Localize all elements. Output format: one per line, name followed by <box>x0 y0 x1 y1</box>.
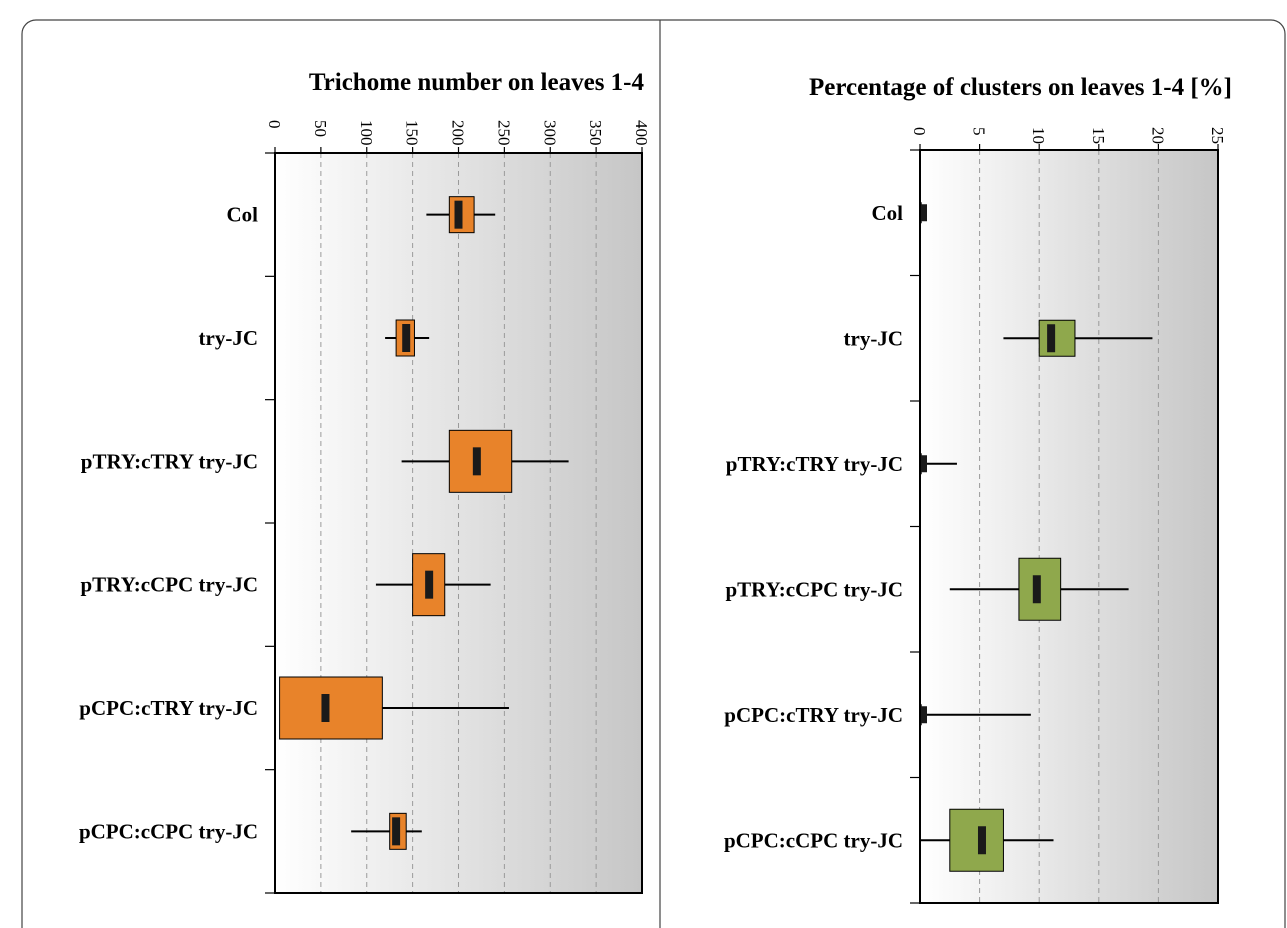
category-label: Col <box>872 201 904 225</box>
category-label: pTRY:cTRY try-JC <box>81 449 258 473</box>
median-marker <box>977 826 986 855</box>
category-label: pCPC:cCPC try-JC <box>79 819 258 843</box>
x-axis-ticks: 0 50 100 150 200 250 300 350 400 <box>265 120 651 153</box>
x-tick-label: 20 <box>1148 127 1167 144</box>
median-marker <box>402 324 411 352</box>
median-marker <box>919 706 927 724</box>
iqr-box <box>1038 319 1076 357</box>
plot-frame <box>274 152 643 894</box>
iqr-box <box>1018 557 1062 621</box>
grid-lines <box>320 153 597 893</box>
x-tick-label: 0 <box>265 120 284 129</box>
x-tick-label: 0 <box>910 127 929 136</box>
category-label: pCPC:cTRY try-JC <box>79 696 258 720</box>
x-tick-label: 150 <box>403 120 422 146</box>
trichome-number-chart: Trichome number on leaves 1-4 0 50 100 150 2… <box>79 69 651 894</box>
median-marker <box>392 817 401 846</box>
x-tick-label: 100 <box>357 120 376 146</box>
category-label: Col <box>227 203 259 227</box>
category-label: pTRY:cTRY try-JC <box>726 452 903 476</box>
chart-title: Trichome number on leaves 1-4 <box>309 69 645 96</box>
median-marker <box>1047 324 1056 353</box>
x-tick-label: 50 <box>311 120 330 137</box>
boxes <box>279 196 569 850</box>
category-label: pTRY:cCPC try-JC <box>80 573 258 597</box>
iqr-box <box>949 808 1004 872</box>
category-label: try-JC <box>199 326 258 350</box>
x-tick-label: 15 <box>1089 127 1108 144</box>
plot-frame <box>919 149 1219 904</box>
median-marker <box>919 455 927 473</box>
category-labels: Col try-JC pTRY:cTRY try-JC pTRY:cCPC try-J… <box>79 152 275 894</box>
x-tick-label: 250 <box>494 120 513 146</box>
x-axis-ticks: 0 5 10 15 20 25 <box>910 127 1227 150</box>
category-label: pTRY:cCPC try-JC <box>725 577 903 601</box>
x-tick-label: 400 <box>632 120 651 146</box>
x-tick-label: 350 <box>586 120 605 146</box>
x-tick-label: 10 <box>1029 127 1048 144</box>
boxes <box>919 202 1153 872</box>
x-tick-label: 5 <box>970 127 989 136</box>
x-tick-label: 25 <box>1208 127 1227 144</box>
median-marker <box>321 694 330 722</box>
median-marker <box>425 570 434 599</box>
cluster-percentage-chart: Percentage of clusters on leaves 1-4 [%]… <box>724 74 1232 904</box>
category-label: try-JC <box>844 326 903 350</box>
category-label: pCPC:cTRY try-JC <box>724 703 903 727</box>
chart-title: Percentage of clusters on leaves 1-4 [%] <box>809 74 1232 101</box>
x-tick-label: 300 <box>540 120 559 146</box>
median-marker <box>472 447 481 476</box>
category-labels: Col try-JC pTRY:cTRY try-JC pTRY:cCPC try-J… <box>724 149 920 904</box>
median-marker <box>454 200 463 229</box>
figure-frame <box>21 19 1286 928</box>
median-marker <box>1032 575 1041 604</box>
plot-background <box>920 150 1218 903</box>
iqr-box <box>279 676 383 740</box>
median-marker <box>919 204 927 222</box>
category-label: pCPC:cCPC try-JC <box>724 828 903 852</box>
x-tick-label: 200 <box>449 120 468 146</box>
